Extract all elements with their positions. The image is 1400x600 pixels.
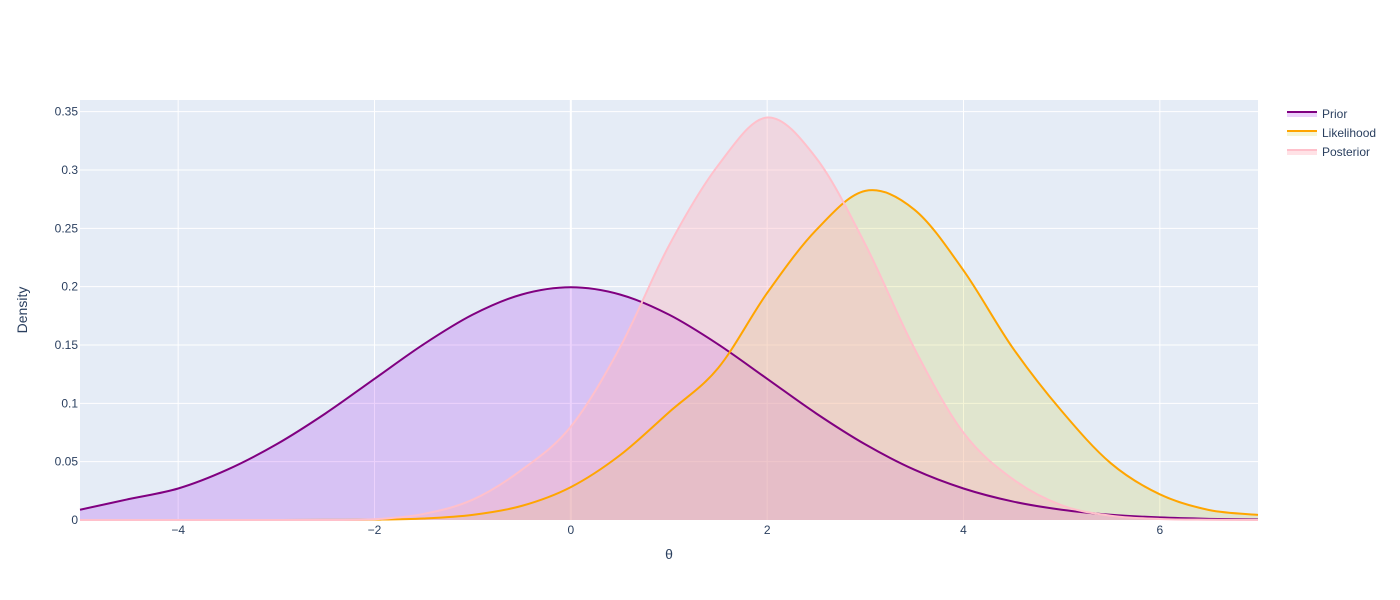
legend[interactable]: Prior Likelihood Posterior [1287, 107, 1376, 159]
x-tick-label: −4 [171, 523, 185, 537]
x-tick-label: 0 [567, 523, 574, 537]
legend-label: Posterior [1322, 145, 1370, 159]
x-tick-label: 6 [1156, 523, 1163, 537]
legend-label: Prior [1322, 107, 1347, 121]
posterior-area [80, 117, 1258, 521]
legend-label: Likelihood [1322, 126, 1376, 140]
y-tick-labels: 0 0.05 0.1 0.15 0.2 0.25 0.3 0.35 [55, 105, 79, 527]
legend-swatch-area [1287, 149, 1317, 155]
y-tick-label: 0.1 [61, 396, 78, 410]
x-tick-label: 4 [960, 523, 967, 537]
x-tick-labels: −4 −2 0 2 4 6 [171, 523, 1163, 537]
y-axis-title: Density [14, 287, 30, 334]
prior-line [79, 286, 1259, 521]
x-axis-title: θ [665, 546, 673, 562]
y-tick-label: 0 [71, 513, 78, 527]
x-tick-label: 2 [764, 523, 771, 537]
legend-item-posterior[interactable]: Posterior [1287, 145, 1370, 159]
y-tick-label: 0.15 [55, 338, 79, 352]
prior-area [80, 287, 1258, 520]
x-tick-label: −2 [368, 523, 382, 537]
y-tick-label: 0.25 [55, 221, 79, 235]
series-lines [79, 116, 1259, 522]
y-tick-label: 0.2 [61, 280, 78, 294]
likelihood-area [80, 190, 1258, 521]
series-areas [80, 117, 1258, 521]
posterior-line [80, 116, 1259, 522]
legend-swatch-area [1287, 111, 1317, 117]
y-tick-label: 0.05 [55, 455, 79, 469]
y-tick-label: 0.35 [55, 105, 79, 119]
legend-item-likelihood[interactable]: Likelihood [1287, 126, 1376, 140]
y-tick-label: 0.3 [61, 163, 78, 177]
legend-swatch-area [1287, 130, 1317, 136]
y-gridlines [80, 111, 1258, 463]
legend-item-prior[interactable]: Prior [1287, 107, 1347, 121]
